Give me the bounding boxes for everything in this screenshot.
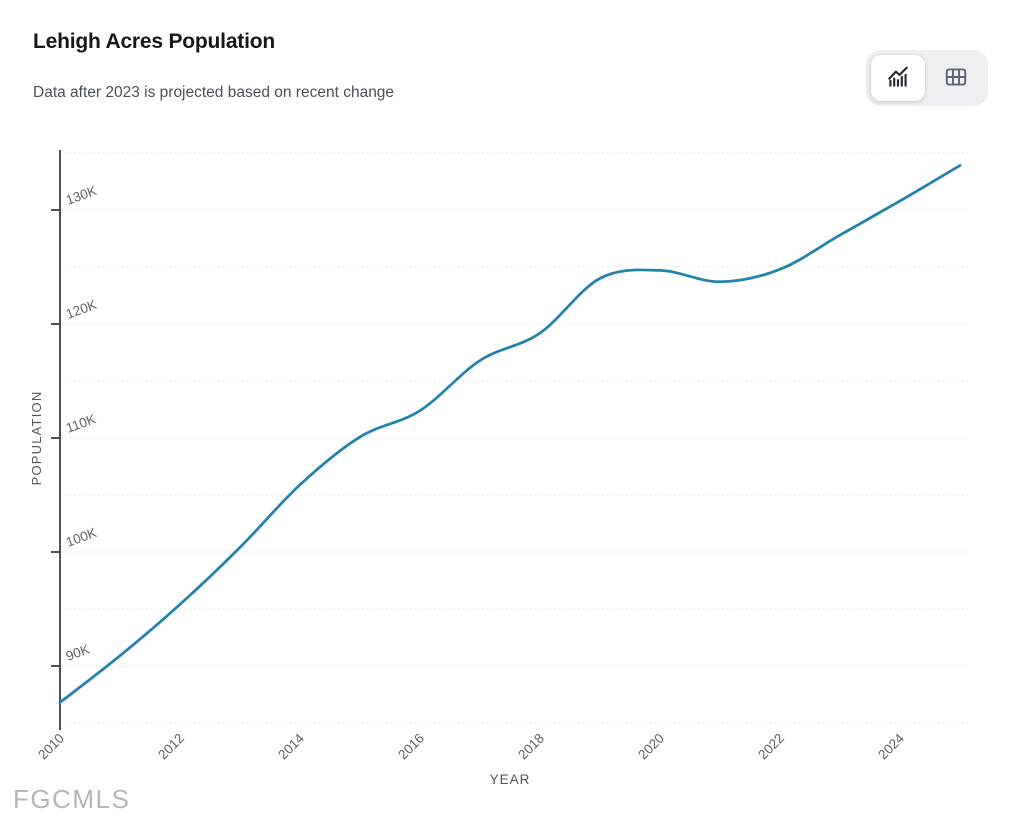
y-tick-label: 120K [64, 297, 99, 322]
x-tick-label: 2010 [35, 731, 67, 763]
page-title: Lehigh Acres Population [33, 30, 275, 53]
mls-watermark: FGCMLS [13, 784, 131, 814]
x-tick-label: 2016 [395, 731, 427, 763]
x-tick-label: 2018 [515, 731, 547, 763]
y-tick-label: 130K [64, 183, 99, 208]
x-tick-label: 2022 [755, 731, 787, 763]
x-tick-label: 2020 [635, 731, 667, 763]
table-view-button[interactable] [929, 55, 983, 101]
y-tick-label: 100K [64, 525, 99, 550]
y-tick-label: 90K [64, 642, 92, 664]
view-mode-toggle [866, 50, 988, 106]
x-tick-label: 2024 [875, 730, 907, 762]
y-tick-label: 110K [64, 411, 98, 436]
x-axis-title: YEAR [490, 772, 531, 787]
x-tick-label: 2012 [155, 731, 187, 763]
chart-view-button[interactable] [871, 55, 925, 101]
trend-chart-icon [885, 64, 911, 93]
table-grid-icon [943, 64, 969, 93]
population-line [58, 164, 962, 704]
y-axis-title: POPULATION [29, 391, 44, 486]
x-tick-label: 2014 [275, 730, 307, 762]
chart-subtitle: Data after 2023 is projected based on re… [33, 84, 395, 101]
